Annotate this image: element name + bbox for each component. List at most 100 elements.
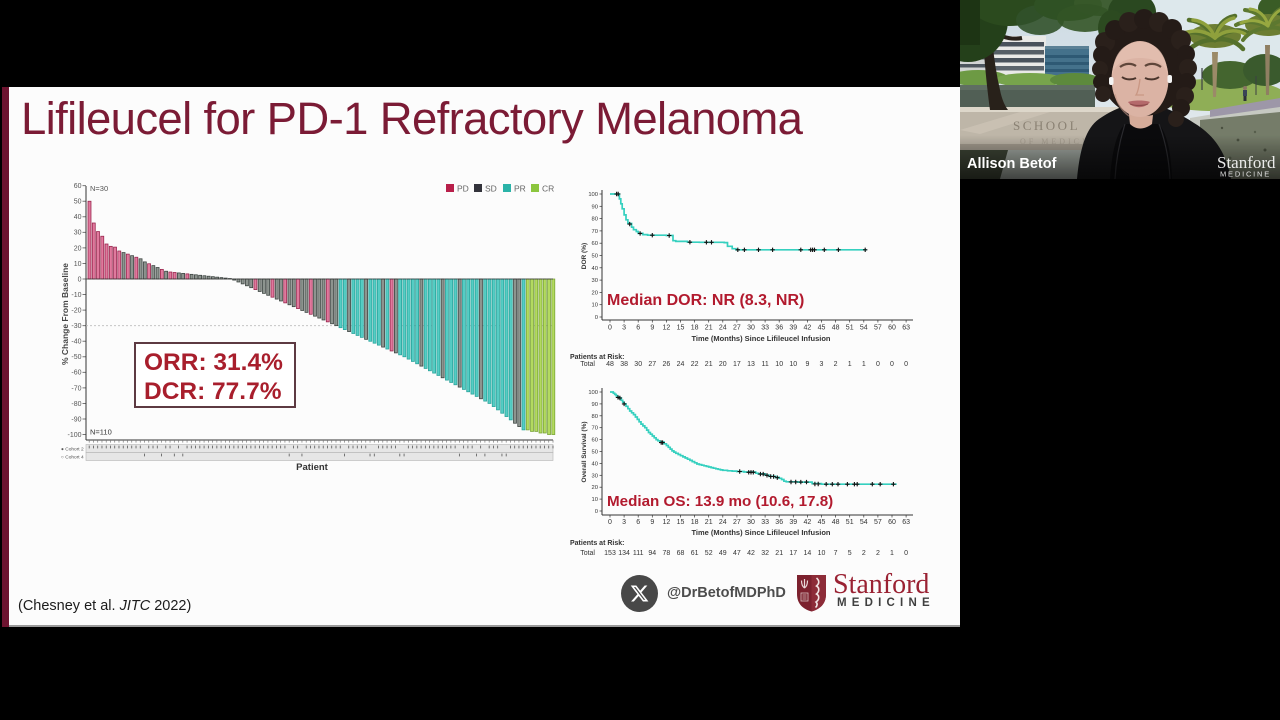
svg-text:15: 15: [677, 325, 685, 332]
svg-text:90: 90: [592, 402, 598, 408]
svg-text:CR: CR: [542, 184, 554, 194]
svg-text:50: 50: [74, 199, 82, 206]
svg-text:3: 3: [622, 325, 626, 332]
svg-text:33: 33: [761, 519, 769, 526]
svg-text:30: 30: [592, 473, 598, 479]
svg-text:1: 1: [890, 550, 894, 557]
svg-text:57: 57: [874, 519, 882, 526]
svg-text:26: 26: [663, 361, 671, 368]
svg-text:-40: -40: [71, 339, 81, 346]
svg-text:% Change From Baseline: % Change From Baseline: [60, 263, 70, 365]
svg-text:10: 10: [818, 550, 826, 557]
svg-text:18: 18: [691, 325, 699, 332]
svg-text:40: 40: [592, 266, 598, 272]
svg-text:0: 0: [890, 361, 894, 368]
svg-text:54: 54: [860, 325, 868, 332]
svg-text:0: 0: [608, 325, 612, 332]
svg-text:Time (Months) Since Lifileucel: Time (Months) Since Lifileucel Infusion: [691, 528, 830, 537]
svg-text:21: 21: [705, 325, 713, 332]
svg-text:50: 50: [592, 254, 598, 260]
svg-text:42: 42: [747, 550, 755, 557]
svg-text:0: 0: [608, 519, 612, 526]
svg-text:-10: -10: [71, 292, 81, 299]
svg-text:-60: -60: [71, 370, 81, 377]
svg-text:7: 7: [834, 550, 838, 557]
svg-text:40: 40: [74, 214, 82, 221]
svg-text:20: 20: [719, 361, 727, 368]
svg-text:30: 30: [747, 519, 755, 526]
svg-text:17: 17: [789, 550, 797, 557]
svg-text:SCHOOL: SCHOOL: [1013, 118, 1080, 133]
svg-text:Total: Total: [580, 361, 595, 368]
svg-text:39: 39: [789, 519, 797, 526]
svg-text:21: 21: [775, 550, 783, 557]
svg-text:DOR (%): DOR (%): [581, 243, 588, 269]
svg-text:0: 0: [595, 315, 598, 321]
svg-text:80: 80: [592, 217, 598, 223]
svg-text:13: 13: [747, 361, 755, 368]
svg-text:MEDICINE: MEDICINE: [1220, 170, 1271, 179]
svg-text:Patients at Risk:: Patients at Risk:: [570, 354, 624, 361]
svg-text:2: 2: [862, 550, 866, 557]
svg-text:0: 0: [595, 509, 598, 515]
svg-text:60: 60: [888, 325, 896, 332]
svg-text:57: 57: [874, 325, 882, 332]
svg-text:6: 6: [636, 325, 640, 332]
svg-text:48: 48: [832, 325, 840, 332]
svg-text:Patients at Risk:: Patients at Risk:: [570, 540, 624, 547]
svg-text:33: 33: [761, 325, 769, 332]
svg-text:Patient: Patient: [296, 462, 329, 473]
svg-text:36: 36: [775, 325, 783, 332]
svg-text:70: 70: [592, 426, 598, 432]
svg-text:47: 47: [733, 550, 741, 557]
svg-text:60: 60: [592, 241, 598, 247]
svg-text:Median OS: 13.9 mo (10.6, 17.8: Median OS: 13.9 mo (10.6, 17.8): [607, 493, 833, 510]
svg-text:15: 15: [677, 519, 685, 526]
svg-text:0: 0: [78, 276, 82, 283]
svg-text:45: 45: [818, 519, 826, 526]
svg-text:36: 36: [775, 519, 783, 526]
svg-text:52: 52: [705, 550, 713, 557]
svg-text:42: 42: [804, 519, 812, 526]
svg-text:6: 6: [636, 519, 640, 526]
svg-text:22: 22: [691, 361, 699, 368]
svg-text:20: 20: [74, 245, 82, 252]
svg-text:40: 40: [592, 461, 598, 467]
svg-text:PR: PR: [514, 184, 526, 194]
svg-text:32: 32: [761, 550, 769, 557]
svg-text:80: 80: [592, 414, 598, 420]
svg-text:11: 11: [761, 361, 768, 368]
svg-text:60: 60: [74, 183, 82, 190]
svg-text:20: 20: [592, 485, 598, 491]
svg-text:-100: -100: [67, 432, 81, 439]
svg-text:61: 61: [691, 550, 699, 557]
svg-text:153: 153: [604, 550, 616, 557]
svg-text:48: 48: [832, 519, 840, 526]
svg-text:Time (Months) Since Lifileucel: Time (Months) Since Lifileucel Infusion: [691, 334, 830, 343]
svg-text:42: 42: [804, 325, 812, 332]
svg-text:14: 14: [804, 550, 812, 557]
svg-text:3: 3: [820, 361, 824, 368]
svg-text:70: 70: [592, 229, 598, 235]
svg-text:PD: PD: [457, 184, 469, 194]
svg-text:0: 0: [876, 361, 880, 368]
svg-text:38: 38: [620, 361, 628, 368]
svg-text:10: 10: [74, 261, 82, 268]
svg-text:-50: -50: [71, 354, 81, 361]
svg-text:0: 0: [904, 361, 908, 368]
svg-text:48: 48: [606, 361, 614, 368]
svg-text:9: 9: [805, 361, 809, 368]
svg-text:134: 134: [618, 550, 630, 557]
svg-text:10: 10: [775, 361, 783, 368]
svg-text:-20: -20: [71, 308, 81, 315]
svg-text:2: 2: [834, 361, 838, 368]
svg-text:68: 68: [677, 550, 685, 557]
svg-text:30: 30: [592, 278, 598, 284]
svg-text:39: 39: [789, 325, 797, 332]
svg-text:● Cohort 2: ● Cohort 2: [61, 447, 84, 453]
svg-text:63: 63: [902, 325, 910, 332]
svg-text:10: 10: [592, 497, 598, 503]
svg-text:17: 17: [733, 361, 741, 368]
svg-text:18: 18: [691, 519, 699, 526]
svg-text:1: 1: [862, 361, 866, 368]
